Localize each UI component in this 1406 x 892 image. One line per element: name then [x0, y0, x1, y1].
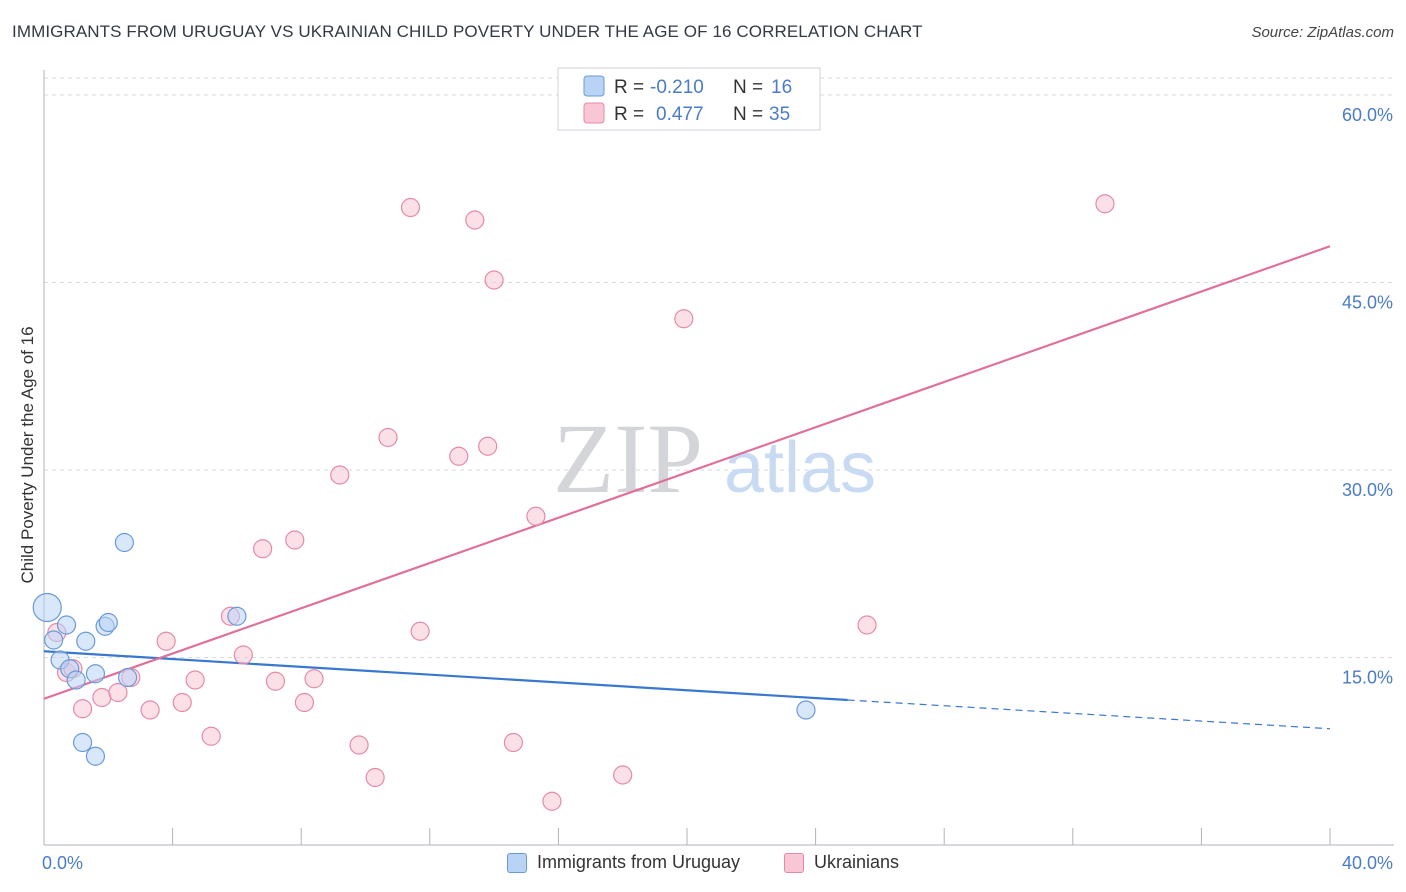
point-uruguay	[796, 700, 816, 720]
point-ukrainians	[185, 670, 205, 690]
point-ukrainians	[172, 692, 192, 713]
point-ukrainians	[330, 465, 350, 485]
gridlines	[44, 77, 1394, 658]
point-ukrainians	[526, 506, 546, 526]
point-ukrainians	[304, 669, 324, 689]
data-points	[32, 194, 1115, 811]
legend-n-label-2: N =	[733, 104, 763, 125]
point-ukrainians	[140, 700, 160, 720]
point-ukrainians	[478, 436, 498, 456]
point-uruguay	[98, 612, 118, 633]
legend-swatch-uruguay	[583, 75, 605, 97]
point-uruguay	[72, 732, 93, 753]
point-ukrainians	[400, 197, 421, 218]
point-ukrainians	[365, 767, 385, 788]
legend-swatch-ukrainians-bottom	[784, 852, 804, 873]
legend-r-label-1: R =	[614, 77, 644, 98]
point-uruguay	[76, 631, 96, 651]
point-ukrainians	[233, 645, 253, 665]
point-ukrainians	[108, 682, 128, 703]
watermark-zip: ZIP	[553, 403, 703, 514]
y-tick-label: 15.0%	[1342, 668, 1393, 688]
point-ukrainians	[349, 735, 369, 755]
legend-item-uruguay: Immigrants from Uruguay	[506, 852, 740, 873]
point-ukrainians	[1095, 194, 1115, 214]
point-uruguay	[56, 615, 77, 635]
watermark-atlas: atlas	[724, 428, 876, 508]
point-ukrainians	[253, 539, 273, 559]
point-uruguay	[44, 630, 64, 650]
legend-r-value-1: -0.210	[650, 77, 704, 98]
trend-line-ukrainians	[43, 245, 1331, 700]
legend-top: R = -0.210 N = 16 R = 0.477 N = 35	[557, 67, 821, 131]
point-ukrainians	[201, 726, 221, 746]
x-tick-label: 0.0%	[42, 853, 83, 873]
legend-r-label-2: R =	[614, 104, 644, 125]
y-axis-label: Child Poverty Under the Age of 16	[18, 326, 37, 584]
legend-r-value-2: 0.477	[656, 104, 704, 125]
legend-label-uruguay: Immigrants from Uruguay	[536, 852, 740, 872]
trend-line-uruguay	[43, 650, 848, 702]
legend-label-ukrainians: Ukrainians	[814, 852, 900, 872]
point-ukrainians	[449, 446, 469, 466]
y-tick-label: 30.0%	[1342, 480, 1393, 500]
point-uruguay	[117, 667, 138, 688]
point-uruguay	[66, 670, 86, 690]
point-ukrainians	[92, 687, 112, 708]
y-tick-label: 45.0%	[1342, 293, 1393, 313]
tick-labels: 15.0% 30.0% 45.0% 60.0% 0.0% 40.0%	[42, 105, 1393, 873]
point-ukrainians	[465, 210, 485, 230]
point-uruguay	[227, 606, 247, 626]
legend-n-value-1: 16	[771, 77, 792, 98]
chart-title: IMMIGRANTS FROM URUGUAY VS UKRAINIAN CHI…	[12, 22, 923, 41]
point-ukrainians	[410, 621, 430, 641]
source-label: Source: ZipAtlas.com	[1251, 24, 1394, 41]
point-ukrainians	[484, 270, 504, 290]
legend-n-value-2: 35	[769, 104, 790, 125]
legend-bottom: Immigrants from Uruguay Ukrainians	[0, 852, 1406, 873]
legend-n-label-1: N =	[733, 77, 763, 98]
point-ukrainians	[265, 671, 286, 691]
trend-lines	[43, 245, 1331, 730]
point-ukrainians	[674, 309, 694, 329]
point-ukrainians	[542, 791, 562, 811]
point-uruguay	[32, 592, 62, 623]
axes	[43, 70, 1394, 846]
point-ukrainians	[285, 530, 305, 550]
point-ukrainians	[378, 427, 398, 448]
point-uruguay	[85, 746, 106, 766]
legend-swatch-uruguay-bottom	[506, 852, 527, 873]
point-ukrainians	[156, 631, 176, 651]
legend-swatch-ukrainians	[583, 102, 605, 124]
y-tick-label: 60.0%	[1342, 105, 1393, 125]
point-uruguay	[85, 664, 106, 684]
legend-item-ukrainians: Ukrainians	[784, 852, 899, 873]
point-ukrainians	[503, 732, 523, 753]
watermark: ZIP atlas	[553, 403, 876, 514]
point-ukrainians	[72, 699, 93, 719]
point-ukrainians	[857, 615, 877, 635]
point-uruguay	[114, 532, 134, 553]
x-tick-label: 40.0%	[1342, 853, 1393, 873]
point-ukrainians	[294, 692, 315, 713]
trend-line-uruguay-extension	[847, 699, 1331, 730]
point-ukrainians	[613, 765, 633, 785]
